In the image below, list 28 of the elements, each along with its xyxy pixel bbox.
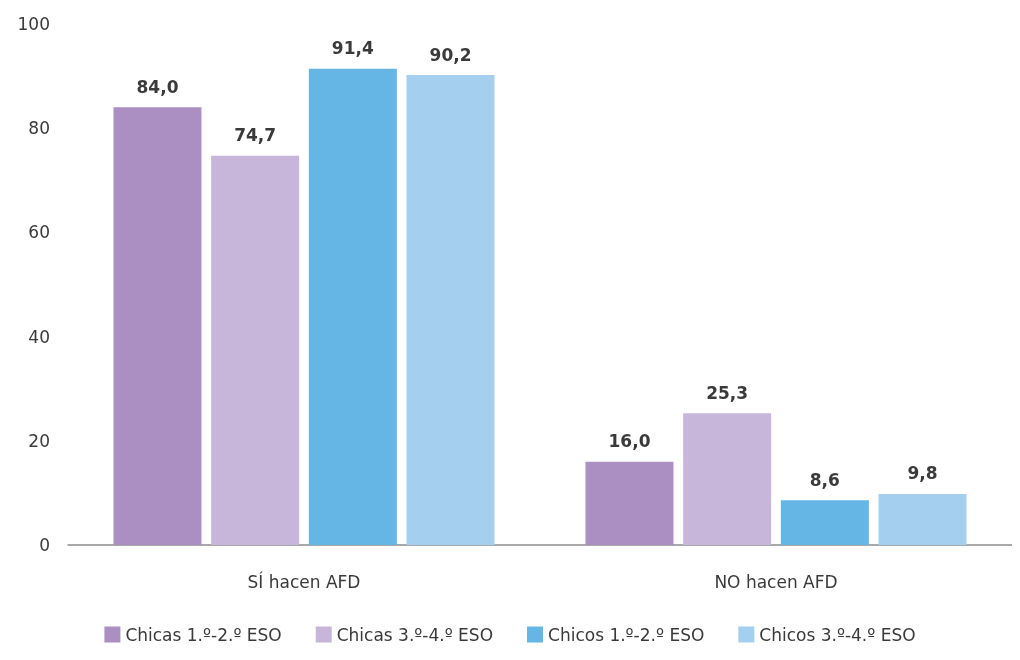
data-label: 74,7 xyxy=(234,125,277,146)
legend-label: Chicas 3.º-4.º ESO xyxy=(336,624,494,645)
data-label: 84,0 xyxy=(136,76,179,97)
bar xyxy=(308,68,397,545)
bar xyxy=(211,155,300,545)
y-tick-label: 60 xyxy=(28,222,50,243)
y-tick-label: 0 xyxy=(39,535,50,555)
y-tick-label: 100 xyxy=(17,14,50,34)
y-tick-label: 20 xyxy=(28,430,50,451)
bar xyxy=(585,461,674,545)
legend-label: Chicos 3.º-4.º ESO xyxy=(759,624,916,645)
data-label: 8,6 xyxy=(809,469,840,490)
data-label: 16,0 xyxy=(608,431,651,452)
legend-label: Chicos 1.º-2.º ESO xyxy=(548,624,705,645)
bar xyxy=(406,75,495,545)
bar xyxy=(780,500,869,545)
y-tick-label: 40 xyxy=(28,326,50,347)
legend-label: Chicas 1.º-2.º ESO xyxy=(125,624,282,645)
bar xyxy=(113,107,202,545)
y-tick-label: 80 xyxy=(28,118,50,139)
x-tick-label: NO hacen AFD xyxy=(714,571,838,592)
x-tick-label: SÍ hacen AFD xyxy=(247,570,361,592)
data-label: 91,4 xyxy=(331,38,374,59)
bar xyxy=(683,413,772,545)
bar xyxy=(878,493,967,545)
data-label: 90,2 xyxy=(429,44,472,65)
data-label: 25,3 xyxy=(706,382,749,403)
data-label: 9,8 xyxy=(907,463,938,484)
